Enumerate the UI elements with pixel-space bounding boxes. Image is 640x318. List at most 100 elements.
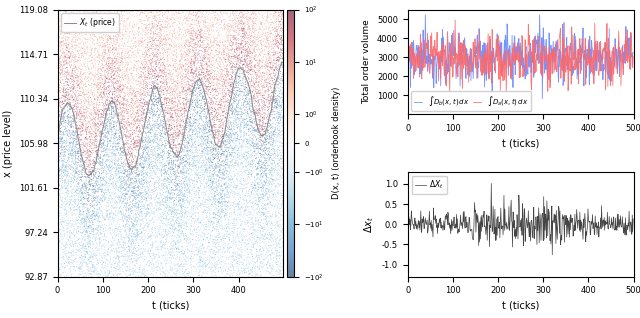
Point bbox=[242, 201, 252, 206]
Point bbox=[252, 155, 262, 160]
Point bbox=[67, 179, 77, 184]
Point bbox=[215, 91, 225, 96]
Point bbox=[208, 250, 218, 255]
Point bbox=[158, 270, 168, 275]
Point bbox=[260, 96, 270, 101]
Point bbox=[245, 156, 255, 161]
Point bbox=[173, 192, 184, 197]
Point bbox=[248, 162, 258, 167]
Point bbox=[142, 86, 152, 91]
Point bbox=[188, 104, 198, 109]
Point bbox=[85, 254, 95, 259]
Point bbox=[209, 147, 219, 152]
Point bbox=[189, 10, 200, 15]
Point bbox=[71, 215, 81, 220]
Point bbox=[145, 166, 156, 171]
Point bbox=[67, 44, 77, 49]
Point bbox=[206, 70, 216, 75]
Point bbox=[172, 174, 182, 179]
Point bbox=[158, 227, 168, 232]
Point bbox=[203, 16, 213, 21]
Point bbox=[182, 39, 192, 44]
Point bbox=[227, 158, 237, 163]
Point bbox=[250, 45, 260, 50]
Point bbox=[228, 145, 238, 150]
Point bbox=[133, 107, 143, 112]
Point bbox=[209, 116, 219, 121]
Point bbox=[164, 126, 175, 131]
Point bbox=[78, 216, 88, 221]
Point bbox=[246, 248, 257, 253]
Point bbox=[92, 14, 102, 19]
Point bbox=[120, 141, 130, 146]
Point bbox=[61, 248, 71, 253]
Point bbox=[63, 122, 74, 127]
Point bbox=[171, 57, 181, 62]
Point bbox=[88, 265, 99, 270]
Point bbox=[77, 7, 88, 12]
Point bbox=[210, 113, 220, 118]
Point bbox=[190, 204, 200, 209]
Point bbox=[170, 263, 180, 268]
Point bbox=[175, 49, 186, 54]
Point bbox=[245, 80, 255, 85]
Point bbox=[90, 266, 100, 271]
Point bbox=[264, 121, 275, 126]
Point bbox=[154, 38, 164, 43]
Point bbox=[145, 179, 155, 184]
Point bbox=[138, 227, 148, 232]
Point bbox=[124, 151, 134, 156]
Point bbox=[179, 164, 189, 169]
Point bbox=[208, 160, 218, 165]
Point bbox=[75, 8, 85, 13]
Point bbox=[212, 260, 222, 266]
Point bbox=[118, 114, 129, 119]
Point bbox=[250, 241, 260, 246]
Point bbox=[111, 120, 122, 125]
Point bbox=[266, 72, 276, 77]
Point bbox=[123, 22, 133, 27]
Point bbox=[113, 233, 124, 238]
Point bbox=[262, 214, 273, 219]
Point bbox=[186, 134, 196, 139]
Point bbox=[142, 130, 152, 135]
Point bbox=[193, 23, 203, 28]
Point bbox=[278, 201, 288, 206]
Point bbox=[241, 208, 252, 213]
Point bbox=[98, 30, 108, 35]
Point bbox=[161, 73, 171, 78]
Point bbox=[239, 54, 249, 59]
Point bbox=[209, 170, 220, 175]
Point bbox=[122, 258, 132, 263]
Point bbox=[273, 184, 283, 190]
Point bbox=[207, 182, 217, 187]
Point bbox=[180, 12, 191, 17]
Point bbox=[223, 83, 234, 88]
Point bbox=[107, 164, 117, 169]
Point bbox=[100, 251, 110, 256]
Point bbox=[119, 56, 129, 61]
Point bbox=[255, 90, 266, 95]
Point bbox=[275, 55, 285, 60]
Point bbox=[86, 100, 97, 105]
Point bbox=[164, 263, 175, 268]
Point bbox=[75, 230, 85, 235]
Point bbox=[278, 232, 289, 237]
Point bbox=[118, 22, 129, 27]
Point bbox=[55, 16, 65, 21]
Point bbox=[127, 98, 138, 103]
Point bbox=[275, 206, 285, 211]
Point bbox=[152, 9, 163, 14]
Point bbox=[72, 85, 83, 90]
Point bbox=[138, 267, 148, 273]
Point bbox=[79, 43, 90, 48]
Point bbox=[83, 193, 93, 198]
Point bbox=[212, 17, 223, 22]
Point bbox=[241, 197, 251, 202]
Point bbox=[97, 81, 107, 86]
Point bbox=[274, 177, 284, 182]
Point bbox=[225, 245, 236, 250]
Point bbox=[252, 218, 262, 223]
Point bbox=[230, 108, 241, 113]
Point bbox=[126, 257, 136, 262]
